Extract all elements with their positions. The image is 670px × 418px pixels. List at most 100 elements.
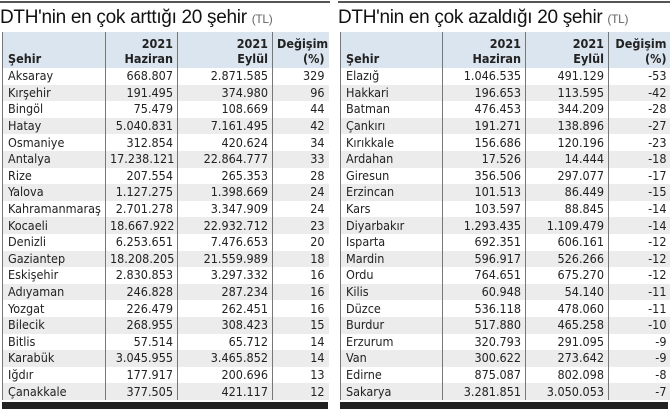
change-percent: 96 [272,84,329,102]
change-percent: 28 [272,167,329,185]
city-cell: Ardahan [340,150,443,168]
table-row: Burdur 517.880 465.258 -10 [340,316,670,334]
table-row: Sakarya 3.281.851 3.050.053 -7 [340,383,670,400]
september-value: 138.896 [525,117,609,135]
june-value: 17.238.121 [105,150,178,168]
city-cell: Gaziantep [2,250,106,268]
table-row: Erzurum 320.793 291.095 -9 [340,333,670,351]
june-value: 18.667.922 [105,217,178,234]
september-value: 7.161.495 [177,117,273,135]
june-value: 1.127.275 [105,184,178,201]
table-row: Diyarbakır 1.293.435 1.109.479 -14 [340,217,670,234]
table-row: Mardin 596.917 526.266 -12 [340,250,670,268]
september-value: 478.060 [525,300,609,317]
june-value: 57.514 [105,333,178,351]
table-row: Batman 476.453 344.209 -28 [340,101,670,118]
change-percent: -11 [608,283,670,301]
table-row: Van 300.622 273.642 -9 [340,350,670,367]
table-row: Hatay 5.040.831 7.161.495 42 [2,117,329,135]
table-row: Kars 103.597 88.845 -14 [340,200,670,218]
june-value: 5.040.831 [105,117,178,135]
city-cell: Çanakkale [2,383,106,400]
change-percent: -11 [608,300,670,317]
june-value: 517.880 [442,316,526,334]
june-value: 6.253.651 [105,233,178,251]
june-value: 18.208.205 [105,250,178,268]
title-text: DTH'nin en çok arttığı 20 şehir [0,7,247,28]
june-value: 536.118 [442,300,526,317]
september-value: 465.258 [525,316,609,334]
table-row: Ardahan 17.526 14.444 -18 [340,150,670,168]
table-row: Bingöl 75.479 108.669 44 [2,101,329,118]
title-text: DTH'nin en çok azaldığı 20 şehir [338,7,603,28]
june-value: 196.653 [442,84,526,102]
change-percent: -14 [608,200,670,218]
june-value: 764.651 [442,267,526,284]
header-september: 2021 Eylül [177,32,273,68]
september-value: 374.980 [177,84,273,102]
june-value: 17.526 [442,150,526,168]
change-percent: -7 [608,383,670,400]
september-value: 421.117 [177,383,273,400]
september-value: 120.196 [525,134,609,151]
header-june: 2021 Haziran [442,32,526,68]
unit-label: (TL) [251,12,273,26]
city-cell: Yozgat [2,300,106,317]
change-percent: 18 [272,250,329,268]
table-row: Iğdır 177.917 200.696 13 [2,366,329,384]
june-value: 268.955 [105,316,178,334]
decrease-panel: DTH'nin en çok azaldığı 20 şehir (TL) Şe… [338,0,670,400]
city-cell: Aksaray [2,68,106,85]
june-value: 300.622 [442,350,526,367]
september-value: 54.140 [525,283,609,301]
september-value: 297.077 [525,167,609,185]
change-percent: -12 [608,267,670,284]
decrease-title: DTH'nin en çok azaldığı 20 şehir (TL) [338,6,670,30]
change-percent: 34 [272,134,329,151]
city-cell: Çankırı [340,117,443,135]
city-cell: Kırıkkale [340,134,443,151]
june-value: 60.948 [442,283,526,301]
table-row: Osmaniye 312.854 420.624 34 [2,134,329,151]
table-row: Edirne 875.087 802.098 -8 [340,366,670,384]
change-percent: 20 [272,233,329,251]
city-cell: Burdur [340,316,443,334]
city-cell: Sakarya [340,383,443,400]
table-row: Yalova 1.127.275 1.398.669 24 [2,184,329,201]
june-value: 177.917 [105,366,178,384]
june-value: 692.351 [442,233,526,251]
city-cell: Diyarbakır [340,217,443,234]
table-row: Ordu 764.651 675.270 -12 [340,267,670,284]
june-value: 3.045.955 [105,350,178,367]
change-percent: -8 [608,366,670,384]
table-row: Düzce 536.118 478.060 -11 [340,300,670,317]
increase-table: Şehir 2021 Haziran 2021 Eylül Değişim (%) Aksa… [2,32,329,400]
header-change: Değişim (%) [272,32,329,68]
header-city: Şehir [2,32,106,68]
change-percent: -18 [608,150,670,168]
june-value: 875.087 [442,366,526,384]
header-row: Şehir 2021 Haziran 2021 Eylül Değişim (%) [340,32,670,68]
change-percent: 23 [272,217,329,234]
table-row: Yozgat 226.479 262.451 16 [2,300,329,317]
city-cell: Giresun [340,167,443,185]
city-cell: Ordu [340,267,443,284]
june-value: 207.554 [105,167,178,185]
table-row: Çankırı 191.271 138.896 -27 [340,117,670,135]
change-percent: -9 [608,333,670,351]
city-cell: Bitlis [2,333,106,351]
bottom-rule [2,402,328,409]
city-cell: Mardin [340,250,443,268]
june-value: 191.495 [105,84,178,102]
top-rule [0,1,330,3]
city-cell: Bingöl [2,101,106,118]
september-value: 273.642 [525,350,609,367]
change-percent: -14 [608,217,670,234]
change-percent: -9 [608,350,670,367]
city-cell: Yalova [2,184,106,201]
september-value: 3.050.053 [525,383,609,400]
september-value: 675.270 [525,267,609,284]
increase-title: DTH'nin en çok arttığı 20 şehir (TL) [0,6,330,30]
change-percent: 44 [272,101,329,118]
september-value: 2.871.585 [177,68,273,85]
